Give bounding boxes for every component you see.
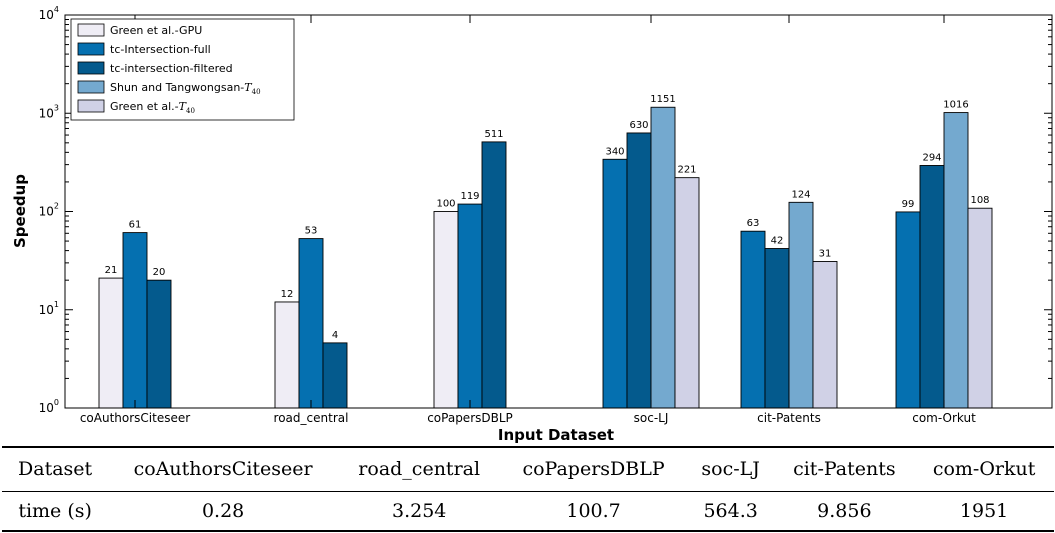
legend-label: tc-intersection-filtered — [110, 62, 233, 75]
x-tick-label: coPapersDBLP — [427, 411, 513, 425]
bar-soc-LJ-series-2 — [602, 158, 628, 409]
x-tick-label: road_central — [274, 411, 349, 425]
table-cell: 564.3 — [686, 491, 775, 532]
y-tick-label: 100 — [39, 398, 59, 415]
bar-com-Orkut-series-5 — [967, 207, 993, 409]
y-tick-label: 104 — [39, 5, 59, 22]
y-axis-title: Speedup — [11, 174, 29, 248]
table-header-cell: soc-LJ — [686, 446, 775, 492]
bars-layer — [98, 106, 993, 409]
value-label: 31 — [819, 248, 832, 259]
bar-com-Orkut-series-3 — [919, 165, 945, 409]
value-label: 119 — [460, 191, 479, 202]
table-row: time (s) 0.28 3.254 100.7 564.3 9.856 19… — [2, 491, 1054, 532]
legend-swatch — [77, 61, 105, 75]
value-label: 21 — [105, 265, 118, 276]
legend-swatch — [77, 99, 105, 113]
bar-road_central-series-2 — [298, 238, 324, 409]
bar-cit-Patents-series-4 — [788, 201, 814, 409]
bar-cit-Patents-series-5 — [812, 261, 838, 409]
table-header-row: Dataset coAuthorsCiteseer road_central c… — [2, 446, 1054, 492]
legend-label: Green et al.-T40 — [110, 100, 195, 115]
legend-label: tc-Intersection-full — [110, 43, 211, 56]
legend-swatch — [77, 23, 105, 37]
value-label: 100 — [436, 199, 455, 210]
value-label: 1151 — [650, 94, 675, 105]
x-axis-title: Input Dataset — [498, 426, 614, 444]
bar-coAuthorsCiteseer-series-3 — [146, 279, 172, 409]
value-label: 630 — [629, 120, 648, 131]
bar-coPapersDBLP-series-1 — [433, 211, 459, 409]
table-header-cell: com-Orkut — [914, 446, 1054, 492]
table-cell: 3.254 — [338, 491, 501, 532]
table-header-cell: cit-Patents — [774, 446, 915, 492]
x-tick-label: com-Orkut — [912, 411, 976, 425]
bar-soc-LJ-series-4 — [650, 106, 676, 409]
legend-swatch — [77, 42, 105, 56]
value-label: 63 — [747, 218, 760, 229]
table-cell: time (s) — [2, 491, 109, 532]
bar-coAuthorsCiteseer-series-2 — [122, 232, 148, 409]
bar-road_central-series-1 — [274, 301, 300, 409]
bar-com-Orkut-series-4 — [943, 112, 969, 409]
value-label: 294 — [922, 152, 941, 163]
x-tick-label: cit-Patents — [757, 411, 821, 425]
bar-coAuthorsCiteseer-series-1 — [98, 277, 124, 409]
legend-label: Green et al.-GPU — [110, 24, 202, 37]
table-cell: 1951 — [914, 491, 1054, 532]
speedup-bar-chart: 21 61 20 12 53 4 100 119 511 340 630 1151 221 63 42 124… — [11, 5, 1053, 444]
bar-cit-Patents-series-2 — [740, 230, 766, 409]
y-ticks-layer: 100 101 102 103 104 — [39, 5, 1052, 415]
bar-com-Orkut-series-2 — [895, 211, 921, 409]
value-label: 4 — [332, 330, 338, 341]
legend-label: Shun and Tangwongsan-T40 — [110, 81, 261, 96]
table-cell: 0.28 — [108, 491, 339, 532]
value-label: 340 — [605, 146, 624, 157]
bar-coPapersDBLP-series-2 — [457, 203, 483, 409]
value-label: 99 — [902, 199, 915, 210]
x-tick-label: coAuthorsCiteseer — [80, 411, 190, 425]
legend-box — [70, 18, 295, 121]
y-tick-label: 102 — [39, 202, 59, 219]
value-label: 108 — [970, 195, 989, 206]
table-header-cell: coAuthorsCiteseer — [108, 446, 339, 492]
table-cell: 9.856 — [774, 491, 915, 532]
bar-road_central-series-3 — [322, 342, 348, 409]
table-cell: 100.7 — [500, 491, 687, 532]
table-header-cell: Dataset — [2, 446, 109, 492]
value-label: 124 — [791, 189, 810, 200]
legend: Green et al.-GPU tc-Intersection-full tc-i… — [70, 18, 295, 121]
value-label: 511 — [484, 129, 503, 140]
x-ticks-layer: coAuthorsCiteseer road_central coPapersDBL… — [80, 15, 976, 425]
bar-soc-LJ-series-3 — [626, 132, 652, 409]
value-label: 221 — [677, 165, 696, 176]
bar-cit-Patents-series-3 — [764, 248, 790, 409]
value-label: 42 — [771, 236, 784, 247]
value-label: 12 — [281, 289, 294, 300]
timing-table: Dataset coAuthorsCiteseer road_central c… — [2, 446, 1054, 532]
bar-coPapersDBLP-series-3 — [481, 141, 507, 409]
y-tick-label: 103 — [39, 103, 59, 120]
value-label: 20 — [153, 267, 166, 278]
value-label: 61 — [129, 220, 142, 231]
table-header-cell: coPapersDBLP — [500, 446, 687, 492]
legend-swatch — [77, 80, 105, 94]
bar-soc-LJ-series-5 — [674, 177, 700, 409]
value-labels-layer: 21 61 20 12 53 4 100 119 511 340 630 1151 221 63 42 124… — [105, 94, 990, 341]
value-label: 53 — [305, 226, 318, 237]
value-label: 1016 — [943, 100, 968, 111]
y-tick-label: 101 — [39, 300, 59, 317]
x-tick-label: soc-LJ — [634, 411, 669, 425]
table-header-cell: road_central — [338, 446, 501, 492]
